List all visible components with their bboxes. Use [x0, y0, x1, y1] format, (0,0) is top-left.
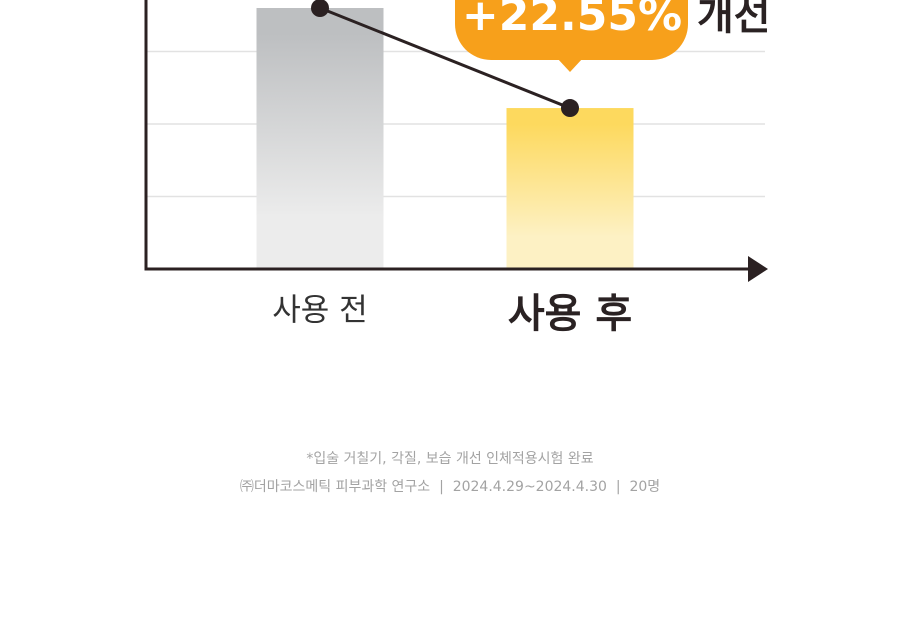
bar: [256, 8, 384, 269]
trend-line: [319, 6, 571, 110]
x-tick-label: 사용 전: [272, 293, 367, 329]
trend-point: [561, 99, 579, 118]
x-axis-arrow: [748, 256, 768, 282]
trend-point: [311, 0, 329, 17]
footnote: ㈜더마코스메틱 피부과학 연구소 | 2024.4.29~2024.4.30 |…: [240, 479, 660, 495]
x-tick-label: 사용 후: [508, 291, 632, 337]
annotation: +22.55%: [462, 0, 682, 41]
annotation-bubble: [455, 0, 688, 60]
bar: [506, 108, 634, 269]
footnote: *입술 거칠기, 각질, 보습 개선 인체적용시험 완료: [306, 451, 593, 467]
annotation-pointer: [557, 58, 583, 72]
annotation-suffix: 개선: [697, 0, 771, 39]
